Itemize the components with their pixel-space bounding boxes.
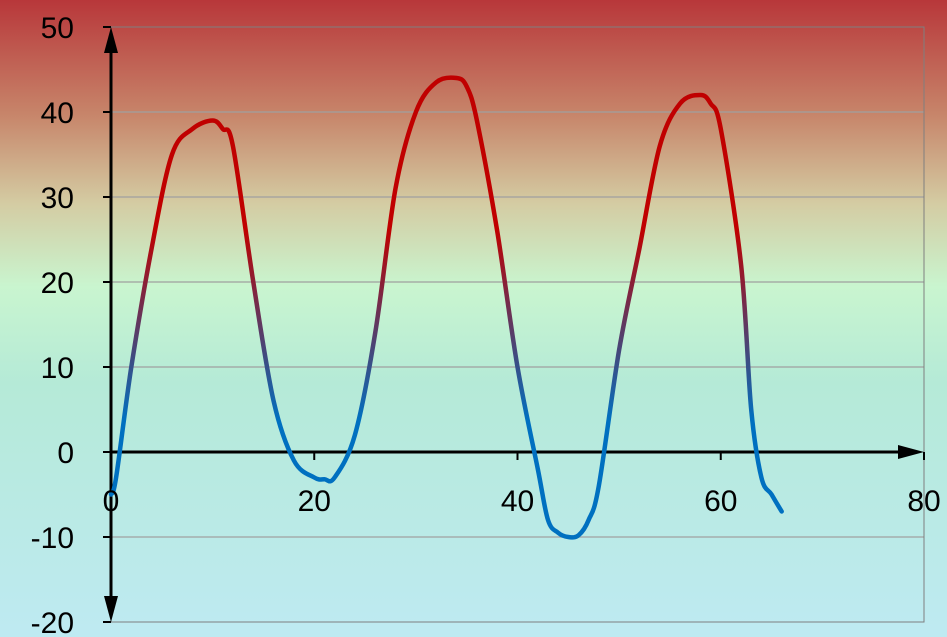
y-tick-labels: -20 -10 0 10 20 30 40 50 bbox=[31, 12, 74, 637]
y-tick-label: -10 bbox=[31, 522, 74, 555]
x-tick-label: 80 bbox=[907, 485, 940, 518]
y-tick-label: 20 bbox=[41, 267, 74, 300]
x-tick-label: 0 bbox=[103, 485, 120, 518]
y-tick-label: -20 bbox=[31, 607, 74, 637]
x-tick-label: 20 bbox=[298, 485, 331, 518]
y-tick-label: 10 bbox=[41, 352, 74, 385]
x-tick-label: 60 bbox=[704, 485, 737, 518]
y-tick-label: 50 bbox=[41, 12, 74, 45]
series-line-0 bbox=[108, 75, 784, 540]
y-axis-arrowhead-up bbox=[104, 27, 118, 53]
y-tick-label: 30 bbox=[41, 182, 74, 215]
x-axis-arrowhead bbox=[898, 445, 924, 459]
y-tick-label: 0 bbox=[57, 437, 74, 470]
y-tick-label: 40 bbox=[41, 97, 74, 130]
x-tick-labels: 0 20 40 60 80 bbox=[103, 485, 941, 518]
axes bbox=[103, 26, 925, 623]
x-tick-label: 40 bbox=[501, 485, 534, 518]
series-layer bbox=[108, 75, 784, 540]
gridlines bbox=[111, 111, 924, 538]
y-axis-arrowhead-down bbox=[104, 596, 118, 622]
